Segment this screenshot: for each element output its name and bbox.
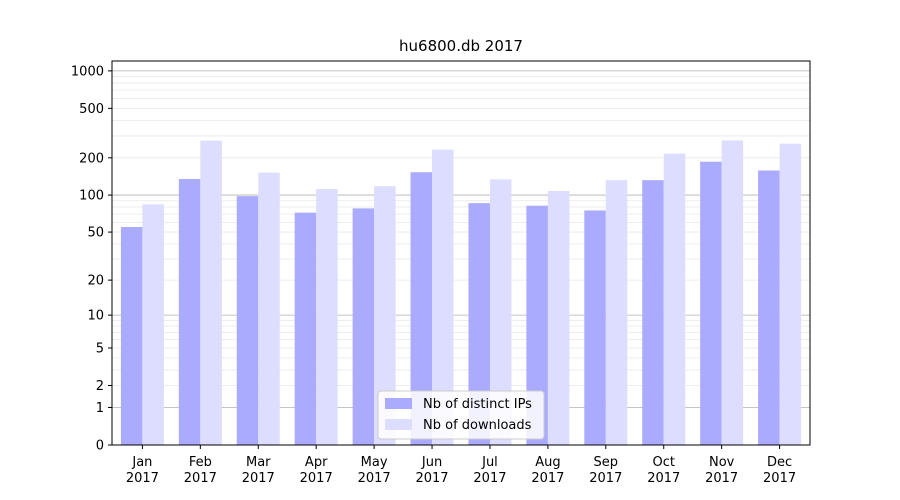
bar-downloads-sep xyxy=(605,180,628,445)
y-tick-label: 50 xyxy=(87,226,104,241)
x-tick-label-year: 2017 xyxy=(242,471,275,486)
x-tick-label-year: 2017 xyxy=(415,471,448,486)
x-tick-label-month: Nov xyxy=(709,455,735,470)
y-tick-label: 10 xyxy=(87,309,104,324)
plot-frame xyxy=(111,60,811,446)
x-axis: Jan2017Feb2017Mar2017Apr2017May2017Jun20… xyxy=(126,445,796,486)
bar-downloads-mar xyxy=(258,172,280,446)
x-tick-label-year: 2017 xyxy=(531,471,564,486)
bar-ips-may xyxy=(352,208,375,445)
bar-ips-dec xyxy=(758,170,780,445)
bar-downloads-feb xyxy=(200,140,222,445)
bar-ips-feb xyxy=(178,178,201,445)
legend: Nb of distinct IPs Nb of downloads xyxy=(377,390,545,440)
bar-downloads-oct xyxy=(663,153,686,445)
bar-downloads-may xyxy=(374,186,396,445)
x-tick-label-year: 2017 xyxy=(647,471,680,486)
x-tick-label-year: 2017 xyxy=(358,471,391,486)
y-tick-label: 100 xyxy=(79,189,104,204)
bar-ips-oct xyxy=(642,180,664,445)
y-tick-label: 1 xyxy=(96,401,104,416)
bar-ips-jan xyxy=(120,227,143,445)
bar-downloads-aug xyxy=(547,190,570,445)
x-tick-label-month: Dec xyxy=(767,455,792,470)
y-tick-label: 5 xyxy=(96,341,104,356)
x-tick-label-month: Aug xyxy=(535,455,560,470)
bar-downloads-jun xyxy=(432,149,454,445)
bar-downloads-nov xyxy=(721,140,744,445)
x-tick-label-year: 2017 xyxy=(589,471,622,486)
y-axis: 0 1 2 5 10 20 50 100 200 500 1000 xyxy=(71,64,112,454)
bar-ips-jul xyxy=(468,203,490,445)
bars xyxy=(120,140,802,446)
x-tick-label-month: Apr xyxy=(305,455,328,470)
bar-ips-mar xyxy=(236,196,259,445)
y-tick-label: 0 xyxy=(96,439,104,454)
bar-downloads-apr xyxy=(316,188,338,446)
y-tick-label: 2 xyxy=(96,379,104,394)
x-tick-label-year: 2017 xyxy=(126,471,159,486)
chart-title: hu6800.db 2017 xyxy=(399,37,523,55)
bar-ips-jun xyxy=(410,172,433,445)
x-tick-label-month: Jan xyxy=(131,455,152,470)
x-tick-label-month: Jun xyxy=(421,455,442,470)
legend-label-ips: Nb of distinct IPs xyxy=(423,397,532,412)
legend-swatch-downloads xyxy=(385,419,412,430)
bar-ips-aug xyxy=(526,205,548,445)
bar-ips-apr xyxy=(294,212,317,445)
x-tick-label-month: Jul xyxy=(481,455,498,470)
y-tick-label: 200 xyxy=(79,151,104,166)
y-tick-label: 20 xyxy=(87,274,104,289)
bar-ips-nov xyxy=(700,161,722,445)
x-tick-label-month: Sep xyxy=(594,455,619,470)
legend-swatch-ips xyxy=(385,398,412,409)
y-tick-label: 500 xyxy=(79,102,104,117)
y-tick-label: 1000 xyxy=(71,64,104,79)
legend-label-downloads: Nb of downloads xyxy=(423,418,532,433)
x-tick-label-month: May xyxy=(361,455,388,470)
bar-ips-sep xyxy=(584,210,606,445)
x-tick-label-year: 2017 xyxy=(473,471,506,486)
legend-box xyxy=(377,390,545,440)
x-tick-label-year: 2017 xyxy=(763,471,796,486)
bar-downloads-dec xyxy=(779,143,802,445)
x-tick-label-year: 2017 xyxy=(184,471,217,486)
x-tick-label-month: Oct xyxy=(652,455,674,470)
x-tick-label-month: Feb xyxy=(189,455,212,470)
bar-downloads-jan xyxy=(142,204,164,445)
x-tick-label-month: Mar xyxy=(246,455,271,470)
x-tick-label-year: 2017 xyxy=(705,471,738,486)
x-tick-label-year: 2017 xyxy=(300,471,333,486)
bar-downloads-jul xyxy=(489,179,512,445)
